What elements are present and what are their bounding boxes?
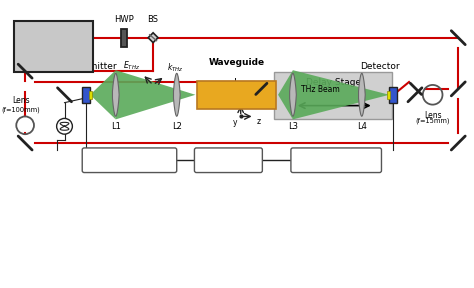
Polygon shape xyxy=(293,70,389,120)
Bar xyxy=(120,29,127,47)
Text: HWP: HWP xyxy=(114,15,134,24)
Bar xyxy=(82,87,90,103)
Text: z: z xyxy=(256,118,261,126)
Text: Emitter: Emitter xyxy=(83,62,117,71)
Text: Current Amplifier: Current Amplifier xyxy=(303,156,369,165)
Polygon shape xyxy=(173,73,180,116)
Polygon shape xyxy=(148,33,158,43)
Text: BS: BS xyxy=(147,15,159,24)
Text: L: L xyxy=(234,78,239,88)
FancyBboxPatch shape xyxy=(274,72,392,120)
Text: Delay Stage: Delay Stage xyxy=(306,78,361,88)
Polygon shape xyxy=(116,70,195,120)
FancyBboxPatch shape xyxy=(82,148,177,173)
FancyBboxPatch shape xyxy=(194,148,263,173)
Text: Waveguide: Waveguide xyxy=(209,58,265,67)
Text: $k_{THz}$: $k_{THz}$ xyxy=(167,62,183,74)
Text: (f=15mm): (f=15mm) xyxy=(415,118,450,124)
Polygon shape xyxy=(112,73,119,116)
Text: y: y xyxy=(233,118,238,127)
Text: L2: L2 xyxy=(172,122,182,131)
Text: (f=100mm): (f=100mm) xyxy=(2,106,41,113)
Text: THz Beam: THz Beam xyxy=(301,85,339,94)
Bar xyxy=(89,91,92,99)
Bar xyxy=(387,91,390,99)
FancyBboxPatch shape xyxy=(291,148,382,173)
Text: Detector: Detector xyxy=(360,62,399,71)
Polygon shape xyxy=(278,70,293,120)
Text: L1: L1 xyxy=(111,122,120,131)
Text: L4: L4 xyxy=(357,122,367,131)
Bar xyxy=(197,81,276,109)
Text: $E_{THz}$: $E_{THz}$ xyxy=(123,60,140,72)
Polygon shape xyxy=(290,73,296,116)
Text: Lens: Lens xyxy=(12,96,30,105)
Text: Erbium Fiber: Erbium Fiber xyxy=(29,29,78,38)
FancyBboxPatch shape xyxy=(14,21,93,72)
Bar xyxy=(389,87,397,103)
Text: Lock-in: Lock-in xyxy=(215,156,242,165)
Text: Voltage Amplifier: Voltage Amplifier xyxy=(96,156,163,165)
Text: L3: L3 xyxy=(288,122,298,131)
Text: Lens: Lens xyxy=(424,111,441,120)
Polygon shape xyxy=(90,70,116,120)
Polygon shape xyxy=(358,73,365,116)
Text: Laser System: Laser System xyxy=(28,41,80,50)
Text: x: x xyxy=(239,92,244,101)
